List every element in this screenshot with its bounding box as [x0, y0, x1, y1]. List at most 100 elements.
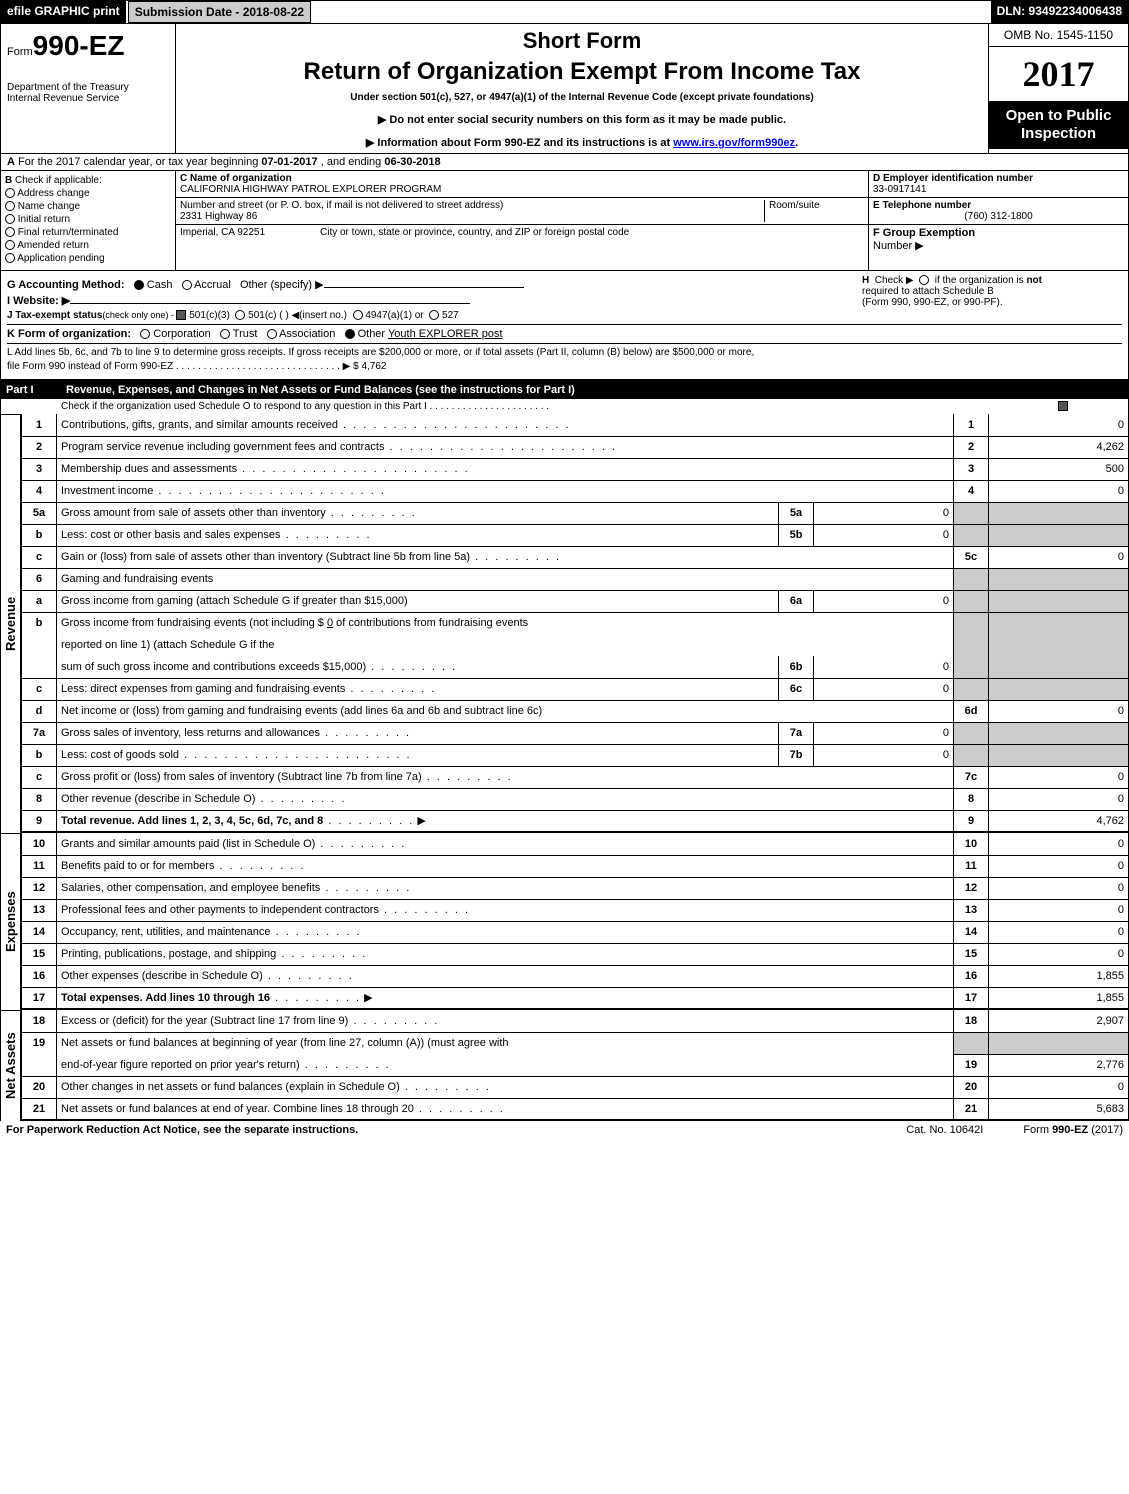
tax-year-pre: For the 2017 calendar year, or tax year …	[18, 156, 261, 168]
radio-527-icon[interactable]	[429, 310, 439, 320]
submission-date: Submission Date - 2018-08-22	[128, 1, 311, 23]
table-row: 13Professional fees and other payments t…	[22, 899, 1129, 921]
c-label: C Name of organization	[180, 173, 292, 184]
chk-name-change[interactable]: Name change	[5, 201, 171, 212]
radio-other-icon[interactable]	[345, 329, 355, 339]
g-other-line[interactable]	[324, 287, 524, 288]
table-row: end-of-year figure reported on prior yea…	[22, 1054, 1129, 1076]
table-row: 14Occupancy, rent, utilities, and mainte…	[22, 921, 1129, 943]
tax-year-begin: 07-01-2017	[261, 156, 317, 168]
table-row: cGain or (loss) from sale of assets othe…	[22, 546, 1129, 568]
h-line3: (Form 990, 990-EZ, or 990-PF).	[862, 297, 1003, 308]
radio-icon	[5, 227, 15, 237]
d-value: 33-0917141	[873, 184, 926, 195]
k-other: Other	[358, 328, 386, 340]
d-ein: D Employer identification number 33-0917…	[869, 171, 1128, 198]
netassets-section: Net Assets 18Excess or (deficit) for the…	[0, 1010, 1129, 1121]
expenses-table: 10Grants and similar amounts paid (list …	[21, 833, 1129, 1010]
e-value: (760) 312-1800	[873, 211, 1124, 222]
j-501c3: 501(c)(3)	[189, 310, 230, 321]
table-row: 6Gaming and fundraising events	[22, 568, 1129, 590]
g-accrual: Accrual	[194, 279, 231, 291]
label-b: B	[5, 175, 12, 186]
radio-icon	[5, 188, 15, 198]
radio-4947-icon[interactable]	[353, 310, 363, 320]
website-input[interactable]	[70, 303, 470, 304]
chk-501c3-icon[interactable]	[176, 310, 186, 320]
city-label: City or town, state or province, country…	[320, 227, 629, 238]
open-to-public: Open to Public Inspection	[989, 101, 1128, 149]
table-row: 11Benefits paid to or for members110	[22, 855, 1129, 877]
chk-final-return[interactable]: Final return/terminated	[5, 227, 171, 238]
table-row: 9Total revenue. Add lines 1, 2, 3, 4, 5c…	[22, 810, 1129, 832]
dept-treasury: Department of the Treasury	[7, 82, 169, 93]
chk-amended-return[interactable]: Amended return	[5, 240, 171, 251]
radio-corp-icon[interactable]	[140, 329, 150, 339]
org-name: CALIFORNIA HIGHWAY PATROL EXPLORER PROGR…	[180, 184, 441, 195]
section-def: D Employer identification number 33-0917…	[868, 171, 1128, 270]
city-value: Imperial, CA 92251	[180, 227, 320, 238]
netassets-table: 18Excess or (deficit) for the year (Subt…	[21, 1010, 1129, 1121]
addr-label: Number and street (or P. O. box, if mail…	[180, 200, 503, 211]
table-row: bGross income from fundraising events (n…	[22, 612, 1129, 634]
table-row: 10Grants and similar amounts paid (list …	[22, 833, 1129, 855]
g-cash: Cash	[147, 279, 173, 291]
k-other-value[interactable]: Youth EXPLORER post	[388, 328, 503, 340]
table-row: cLess: direct expenses from gaming and f…	[22, 678, 1129, 700]
table-row: 8Other revenue (describe in Schedule O)8…	[22, 788, 1129, 810]
d-label: D Employer identification number	[873, 173, 1033, 184]
org-name-block: C Name of organization CALIFORNIA HIGHWA…	[176, 171, 868, 198]
radio-accrual-icon[interactable]	[182, 280, 192, 290]
table-row: sum of such gross income and contributio…	[22, 656, 1129, 678]
section-l-line2: file Form 990 instead of Form 990-EZ . .…	[7, 361, 1122, 372]
header-left: Form990-EZ Department of the Treasury In…	[1, 24, 176, 153]
schedule-o-checkbox-icon[interactable]	[1058, 401, 1068, 411]
radio-icon	[5, 240, 15, 250]
radio-assoc-icon[interactable]	[267, 329, 277, 339]
radio-trust-icon[interactable]	[220, 329, 230, 339]
tax-year-mid: , and ending	[321, 156, 385, 168]
table-row: cGross profit or (loss) from sales of in…	[22, 766, 1129, 788]
table-row: 1Contributions, gifts, grants, and simil…	[22, 414, 1129, 436]
addr-value: 2331 Highway 86	[180, 211, 257, 222]
section-a-tax-year: A For the 2017 calendar year, or tax yea…	[0, 154, 1129, 171]
section-bcdef: B Check if applicable: Address change Na…	[0, 171, 1129, 271]
section-ghijkl: H Check ▶ if the organization is not req…	[0, 271, 1129, 381]
info-link-line: ▶ Information about Form 990-EZ and its …	[180, 136, 984, 149]
k-assoc: Association	[279, 328, 335, 340]
chk-initial-return[interactable]: Initial return	[5, 214, 171, 225]
section-c: C Name of organization CALIFORNIA HIGHWA…	[176, 171, 868, 270]
address-block: Number and street (or P. O. box, if mail…	[176, 198, 868, 225]
chk-address-change[interactable]: Address change	[5, 188, 171, 199]
irs-link[interactable]: www.irs.gov/form990ez	[673, 137, 795, 149]
f-label2: Number ▶	[873, 240, 924, 252]
part1-header: Part I Revenue, Expenses, and Changes in…	[0, 381, 1129, 399]
revenue-section: Revenue 1Contributions, gifts, grants, a…	[0, 414, 1129, 833]
paperwork-notice: For Paperwork Reduction Act Notice, see …	[6, 1124, 358, 1136]
top-bar: efile GRAPHIC print Submission Date - 20…	[0, 0, 1129, 24]
open-line2: Inspection	[1021, 125, 1096, 142]
info-post: .	[795, 137, 798, 149]
table-row: 12Salaries, other compensation, and empl…	[22, 877, 1129, 899]
g-label: G Accounting Method:	[7, 279, 125, 291]
h-text: H Check ▶ if the organization is not	[862, 275, 1042, 286]
chk-application-pending[interactable]: Application pending	[5, 253, 171, 264]
table-row: 4Investment income40	[22, 480, 1129, 502]
form-no: 990-EZ	[33, 30, 125, 61]
form-header: Form990-EZ Department of the Treasury In…	[0, 24, 1129, 154]
check-applicable: Check if applicable:	[15, 175, 102, 186]
radio-cash-icon[interactable]	[134, 280, 144, 290]
i-label: I Website: ▶	[7, 295, 70, 307]
radio-501c-icon[interactable]	[235, 310, 245, 320]
table-row: dNet income or (loss) from gaming and fu…	[22, 700, 1129, 722]
j-527: 527	[442, 310, 459, 321]
j-4947: 4947(a)(1) or	[365, 310, 423, 321]
radio-icon	[5, 214, 15, 224]
radio-icon[interactable]	[919, 275, 929, 285]
efile-label: efile GRAPHIC print	[1, 1, 126, 23]
header-right: OMB No. 1545-1150 2017 Open to Public In…	[988, 24, 1128, 153]
table-row: 17Total expenses. Add lines 10 through 1…	[22, 987, 1129, 1009]
info-pre: ▶ Information about Form 990-EZ and its …	[366, 137, 673, 149]
section-b-header: B Check if applicable:	[5, 175, 171, 186]
expenses-section: Expenses 10Grants and similar amounts pa…	[0, 833, 1129, 1010]
